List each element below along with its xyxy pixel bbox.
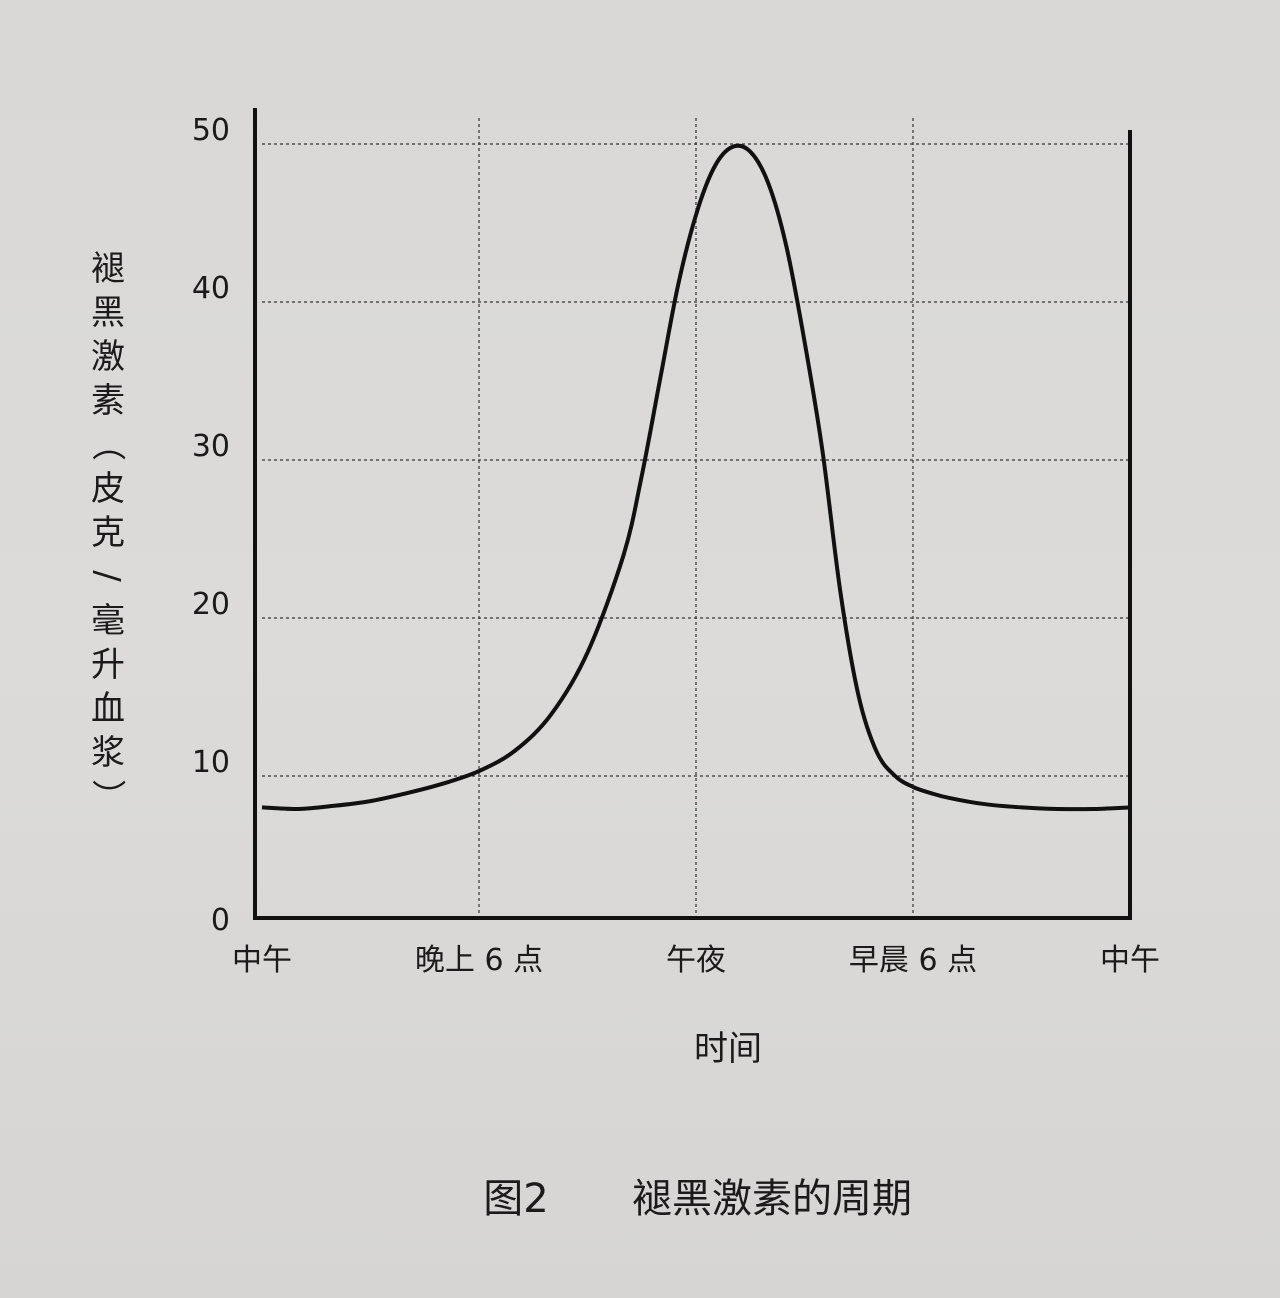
y-tick-label: 10: [192, 745, 230, 780]
y-tick-label: 40: [192, 271, 230, 306]
y-axis-title-char: 黑: [91, 293, 125, 333]
y-tick-label: 50: [192, 113, 230, 148]
y-axis-title-char: 毫: [91, 601, 125, 641]
y-axis-title-char: 褪: [91, 249, 125, 289]
y-axis-title-char: 素: [91, 381, 125, 421]
y-axis-title-char: 升: [91, 645, 125, 685]
x-tick-label: 中午: [232, 943, 292, 978]
y-axis-title-char: （: [87, 427, 127, 461]
y-axis-title-char: 皮: [91, 469, 125, 509]
y-axis-title-char: /: [87, 570, 127, 582]
x-axis-title: 时间: [694, 1029, 762, 1069]
y-axis-title-char: 激: [91, 337, 125, 377]
y-tick-label: 20: [192, 587, 230, 622]
axes: [253, 108, 1132, 920]
y-axis-title-char: 克: [91, 513, 125, 553]
x-tick-label: 早晨 6 点: [849, 943, 977, 978]
y-axis-title-char: 浆: [91, 733, 125, 773]
y-tick-label: 30: [192, 429, 230, 464]
gridlines: [262, 118, 1130, 918]
melatonin-series-line: [261, 143, 1131, 812]
x-tick-label: 午夜: [666, 943, 726, 978]
y-tick-labels: 0 10 20 30 40 50: [192, 113, 230, 938]
x-tick-labels: 中午 晚上 6 点 午夜 早晨 6 点 中午: [232, 943, 1160, 978]
y-tick-label: 0: [211, 903, 230, 938]
y-axis-title-char: ）: [87, 779, 127, 813]
x-tick-label: 晚上 6 点: [415, 943, 543, 978]
x-tick-label: 中午: [1100, 943, 1160, 978]
caption-label: 图2: [483, 1176, 548, 1222]
series-layer: [261, 143, 1131, 812]
caption-text: 褪黑激素的周期: [632, 1176, 912, 1222]
y-axis-title-char: 血: [91, 689, 125, 729]
